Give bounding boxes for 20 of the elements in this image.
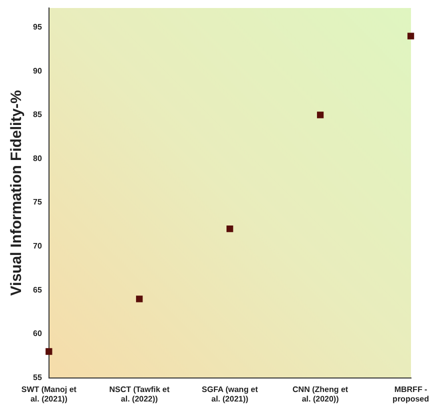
point: [46, 348, 52, 355]
x-tick-label: NSCT (Tawfik et al. (2022)): [109, 384, 170, 404]
x-tick-label: MBRFF - proposed: [392, 384, 430, 404]
y-tick-label: 90: [32, 66, 42, 76]
y-tick-label: 80: [32, 154, 42, 163]
y-tick-label: 70: [32, 242, 42, 251]
x-tick-label: SWT (Manoj et al. (2021)): [21, 384, 77, 404]
y-tick-label: 60: [32, 329, 42, 338]
y-tick-label: 55: [32, 373, 42, 382]
point: [136, 296, 143, 302]
y-tick-label: 65: [32, 285, 42, 294]
y-tick-label: 75: [32, 198, 42, 207]
point: [407, 32, 414, 40]
point: [226, 226, 234, 232]
y-tick-label: 95: [32, 22, 42, 32]
x-tick-label: CNN (Zheng et al. (2020)): [292, 384, 348, 404]
x-tick-label: SGFA (wang et al. (2021)): [202, 384, 258, 404]
y-axis-title: Visual Information Fidelity-%: [8, 90, 26, 296]
y-tick-label: 85: [32, 110, 42, 120]
point: [316, 112, 324, 118]
